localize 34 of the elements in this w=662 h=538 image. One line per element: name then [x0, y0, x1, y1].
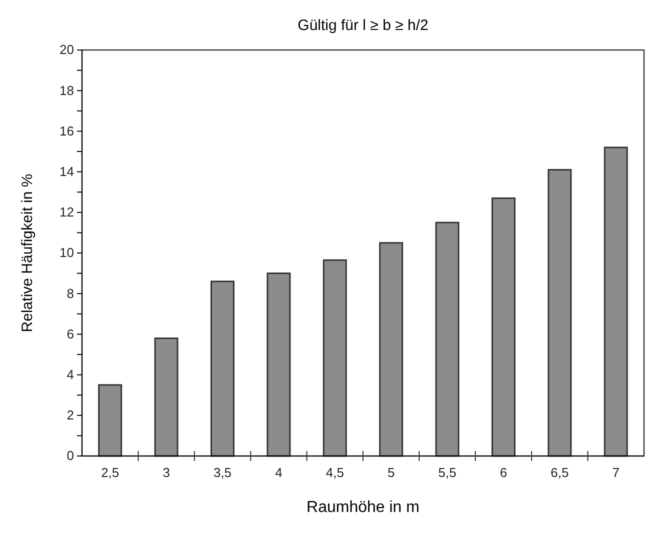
- y-tick-label: 16: [60, 123, 74, 138]
- x-tick-label: 3,5: [213, 465, 232, 480]
- x-tick-label: 4: [275, 465, 282, 480]
- x-tick-label: 6: [500, 465, 508, 480]
- x-tick-label: 2,5: [101, 465, 120, 480]
- x-tick-label: 5,5: [438, 465, 456, 480]
- bar: [548, 169, 572, 457]
- bar: [210, 280, 234, 457]
- x-tick-label: 6,5: [550, 465, 569, 480]
- y-tick-label: 2: [66, 408, 74, 423]
- y-tick-label: 0: [66, 448, 74, 464]
- bar: [379, 242, 404, 457]
- y-tick-label: 6: [66, 326, 74, 342]
- y-tick-label: 14: [60, 164, 74, 179]
- bar: [492, 197, 516, 457]
- x-tick-label: 7: [612, 465, 620, 480]
- bar: [322, 259, 347, 457]
- bar: [435, 222, 460, 457]
- y-tick-label: 18: [60, 82, 74, 98]
- x-axis-title: Raumhöhe in m: [306, 499, 420, 516]
- chart-title: Gültig für l ≥ b ≥ h/2: [298, 17, 428, 34]
- y-tick-label: 20: [60, 42, 74, 58]
- x-tick-label: 3: [162, 465, 170, 480]
- bar: [604, 146, 628, 457]
- bar: [266, 272, 291, 457]
- y-tick-label: 12: [60, 204, 74, 220]
- y-tick-label: 10: [60, 245, 74, 260]
- y-tick-label: 4: [66, 366, 74, 382]
- bar: [98, 384, 122, 457]
- x-tick-label: 5: [387, 465, 395, 480]
- y-axis-title: Relative Häufigkeit in %: [19, 174, 36, 332]
- bar: [154, 338, 178, 457]
- x-tick-label: 4,5: [326, 465, 344, 480]
- y-tick-label: 8: [66, 286, 74, 301]
